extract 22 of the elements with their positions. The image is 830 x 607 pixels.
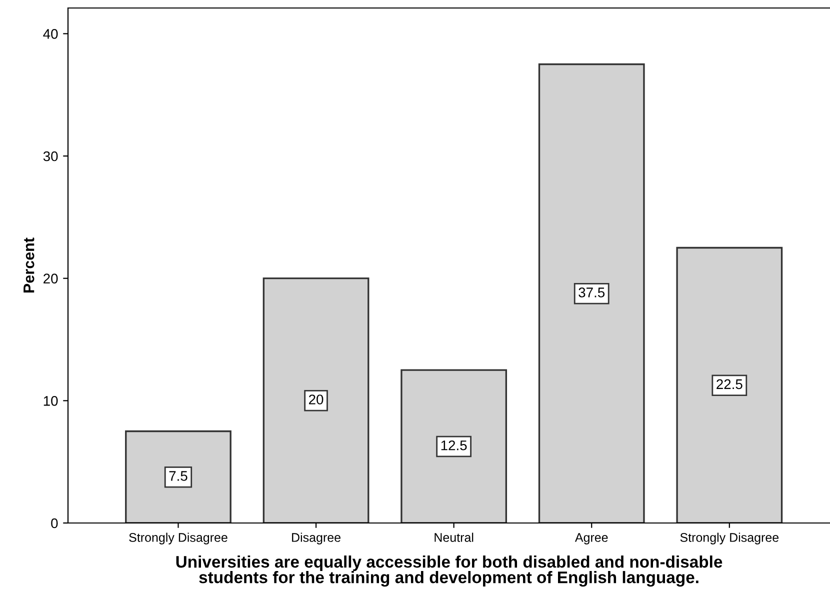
x-tick-label: Agree <box>574 533 608 544</box>
y-tick-label: 40 <box>43 29 58 39</box>
y-tick-label: 10 <box>44 396 58 406</box>
x-tick-label: Strongly Disagree <box>129 532 228 544</box>
x-axis-title: Universities are equally accessible for both disabled and non-disable students for the training and development of English language. <box>176 555 722 587</box>
y-tick-label: 20 <box>44 274 58 284</box>
y-axis-title: Percent <box>24 238 34 292</box>
x-tick-label: Strongly Disagree <box>680 532 779 544</box>
x-tick-label: Neutral <box>434 532 474 542</box>
data-label: 7.5 <box>169 471 188 481</box>
y-tick-label: 0 <box>51 518 58 528</box>
data-label: 20 <box>309 394 324 404</box>
data-label: 12.5 <box>441 440 467 450</box>
x-tick-label: Disagree <box>292 532 340 544</box>
data-label: 22.5 <box>716 379 742 390</box>
bar <box>125 430 232 523</box>
y-tick-label: 30 <box>43 151 58 162</box>
bar <box>400 369 508 523</box>
bar <box>538 63 645 523</box>
data-label: 37.5 <box>578 288 605 298</box>
bar <box>676 246 783 523</box>
bar <box>262 278 370 523</box>
